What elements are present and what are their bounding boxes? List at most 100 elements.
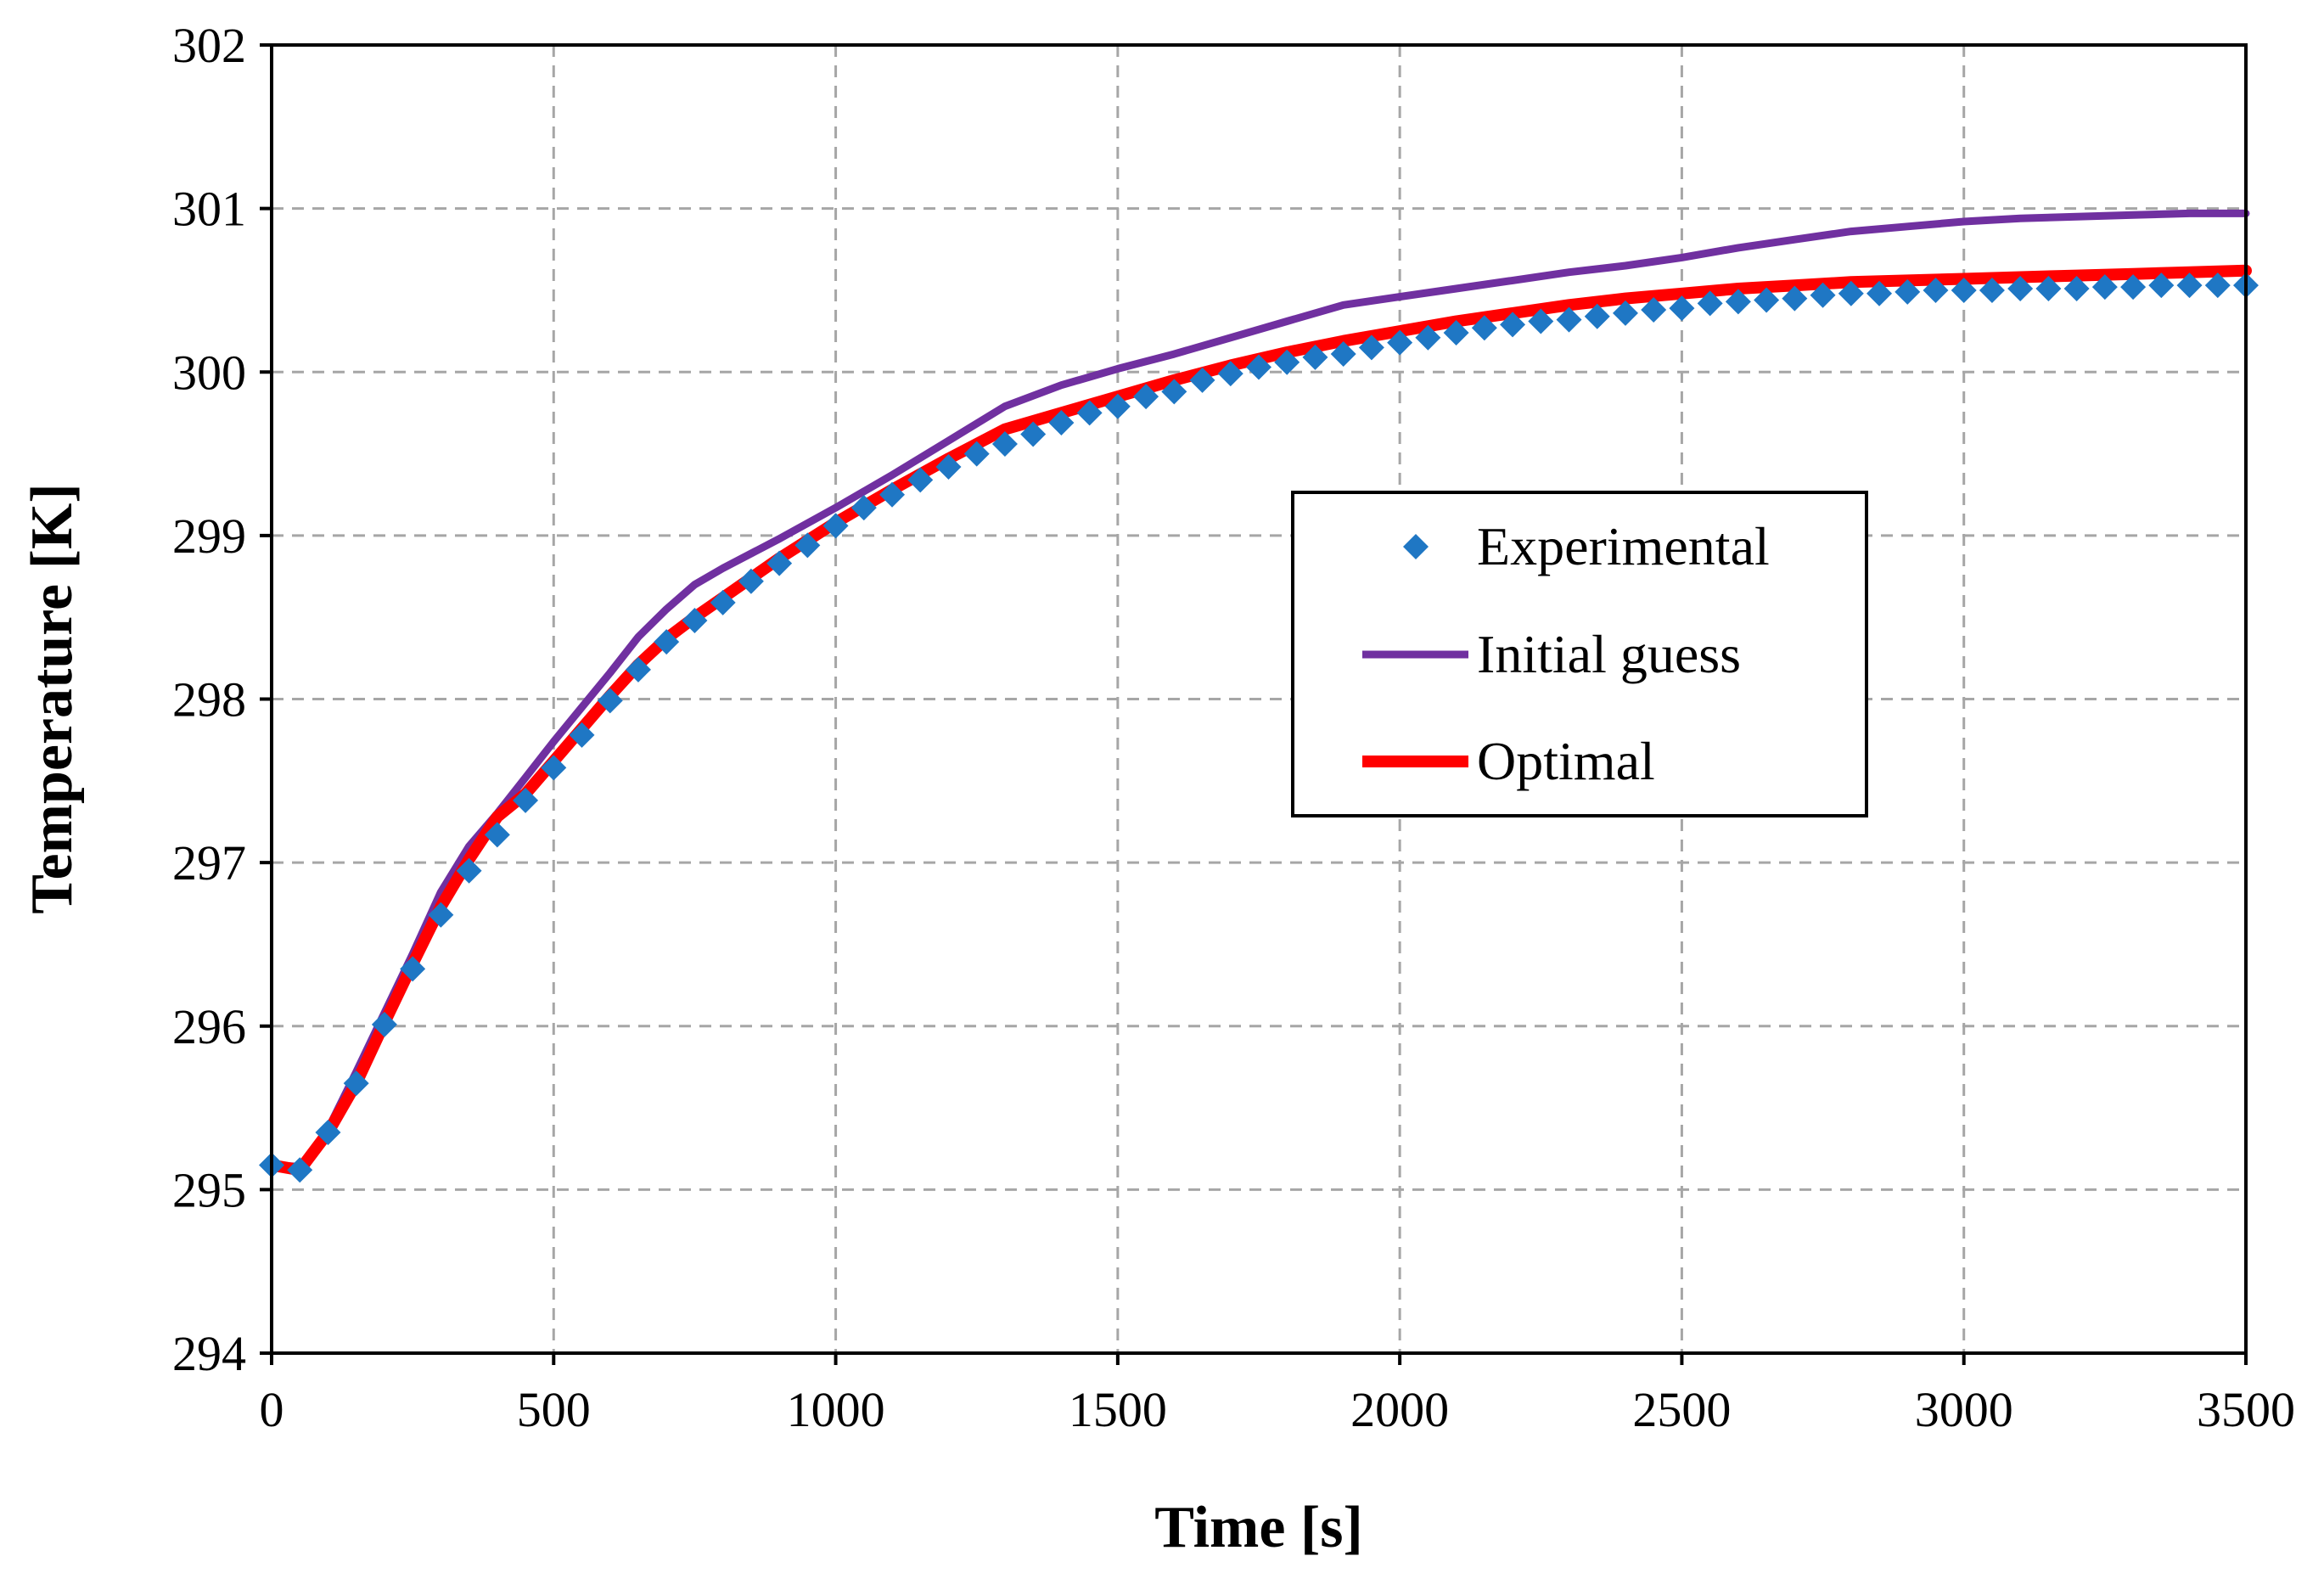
experimental-point — [1246, 354, 1271, 380]
experimental-point — [654, 629, 680, 655]
y-tick-label: 297 — [172, 835, 246, 890]
experimental-point — [710, 589, 736, 615]
experimental-point — [1923, 277, 1949, 303]
x-tick-label: 3500 — [2197, 1382, 2295, 1437]
experimental-point — [1387, 329, 1413, 356]
experimental-point — [1979, 277, 2005, 303]
x-tick-label: 2000 — [1350, 1382, 1449, 1437]
x-tick-label: 1500 — [1069, 1382, 1167, 1437]
legend-label-initial-guess: Initial guess — [1477, 624, 1741, 684]
experimental-point — [1951, 277, 1977, 303]
experimental-point — [2091, 274, 2118, 301]
y-axis-ticks: 294 295 296 297 298 299 300 301 302 — [172, 18, 272, 1381]
series-line-optimal — [266, 264, 2252, 1177]
x-axis-title: Time [s] — [1154, 1495, 1363, 1560]
x-tick-label: 500 — [517, 1382, 591, 1437]
experimental-point — [1443, 320, 1469, 346]
experimental-point — [428, 902, 454, 928]
experimental-point — [907, 467, 934, 493]
x-tick-label: 0 — [260, 1382, 284, 1437]
legend-label-experimental: Experimental — [1477, 516, 1770, 576]
experimental-point — [2120, 274, 2147, 301]
experimental-point — [1104, 393, 1131, 419]
y-tick-label: 302 — [172, 18, 246, 73]
experimental-point — [287, 1157, 313, 1183]
experimental-point — [541, 755, 567, 781]
experimental-point — [1500, 312, 1526, 338]
experimental-point — [625, 656, 651, 683]
series-markers — [259, 272, 2259, 1183]
experimental-point — [1810, 282, 1836, 308]
experimental-point — [456, 857, 482, 884]
experimental-point — [738, 568, 764, 594]
y-tick-label: 300 — [172, 345, 246, 400]
experimental-point — [1076, 400, 1103, 426]
experimental-point — [2204, 272, 2231, 299]
y-tick-label: 299 — [172, 508, 246, 564]
experimental-point — [1866, 280, 1893, 306]
experimental-point — [513, 787, 539, 813]
experimental-point — [1020, 421, 1047, 447]
experimental-point — [1274, 349, 1300, 375]
experimental-point — [1641, 297, 1667, 323]
experimental-point — [1133, 384, 1159, 410]
x-tick-label: 2500 — [1632, 1382, 1731, 1437]
legend-marker-experimental — [1403, 534, 1429, 559]
y-tick-label: 294 — [172, 1326, 246, 1381]
x-axis-ticks: 0 500 1000 1500 2000 2500 3000 3500 — [260, 1353, 2295, 1437]
experimental-point — [1556, 306, 1582, 333]
x-tick-label: 1000 — [787, 1382, 885, 1437]
experimental-point — [935, 453, 962, 480]
experimental-point — [1048, 409, 1075, 435]
experimental-point — [1612, 300, 1638, 326]
experimental-point — [766, 550, 793, 576]
experimental-point — [1669, 295, 1695, 322]
experimental-point — [850, 495, 877, 521]
experimental-point — [1302, 344, 1328, 370]
experimental-point — [2063, 276, 2090, 302]
experimental-point — [879, 481, 906, 508]
legend-label-optimal: Optimal — [1477, 731, 1655, 791]
series-lines — [266, 209, 2252, 1177]
experimental-point — [2176, 272, 2203, 299]
x-tick-label: 3000 — [1915, 1382, 2013, 1437]
y-tick-label: 298 — [172, 672, 246, 728]
experimental-point — [1189, 367, 1215, 393]
experimental-point — [1697, 290, 1723, 317]
experimental-point — [1330, 341, 1356, 368]
experimental-point — [1584, 303, 1610, 329]
experimental-point — [2035, 276, 2062, 302]
experimental-point — [822, 513, 849, 539]
experimental-point — [1358, 334, 1384, 361]
experimental-point — [1754, 287, 1780, 313]
y-tick-label: 296 — [172, 999, 246, 1054]
experimental-point — [343, 1070, 369, 1097]
experimental-point — [569, 722, 595, 748]
experimental-point — [682, 608, 708, 634]
legend: Experimental Initial guess Optimal — [1291, 491, 1868, 817]
experimental-point — [400, 956, 426, 982]
y-axis-title: Temperature [K] — [20, 483, 85, 913]
experimental-point — [371, 1011, 397, 1037]
series-line-initial-guess — [267, 209, 2250, 1171]
experimental-point — [1895, 278, 1921, 305]
experimental-point — [2148, 272, 2175, 299]
experimental-point — [1471, 315, 1497, 341]
experimental-point — [315, 1119, 341, 1145]
experimental-point — [484, 822, 510, 848]
experimental-point — [1161, 379, 1187, 405]
experimental-point — [1725, 289, 1751, 315]
experimental-point — [1217, 361, 1243, 387]
experimental-point — [597, 688, 623, 714]
experimental-point — [1415, 324, 1441, 351]
experimental-point — [963, 441, 990, 467]
experimental-point — [1528, 308, 1554, 334]
experimental-point — [794, 532, 821, 559]
experimental-point — [1838, 280, 1864, 306]
experimental-point — [991, 431, 1018, 458]
experimental-point — [2007, 276, 2034, 302]
experimental-point — [1782, 285, 1808, 312]
y-tick-label: 301 — [172, 182, 246, 237]
